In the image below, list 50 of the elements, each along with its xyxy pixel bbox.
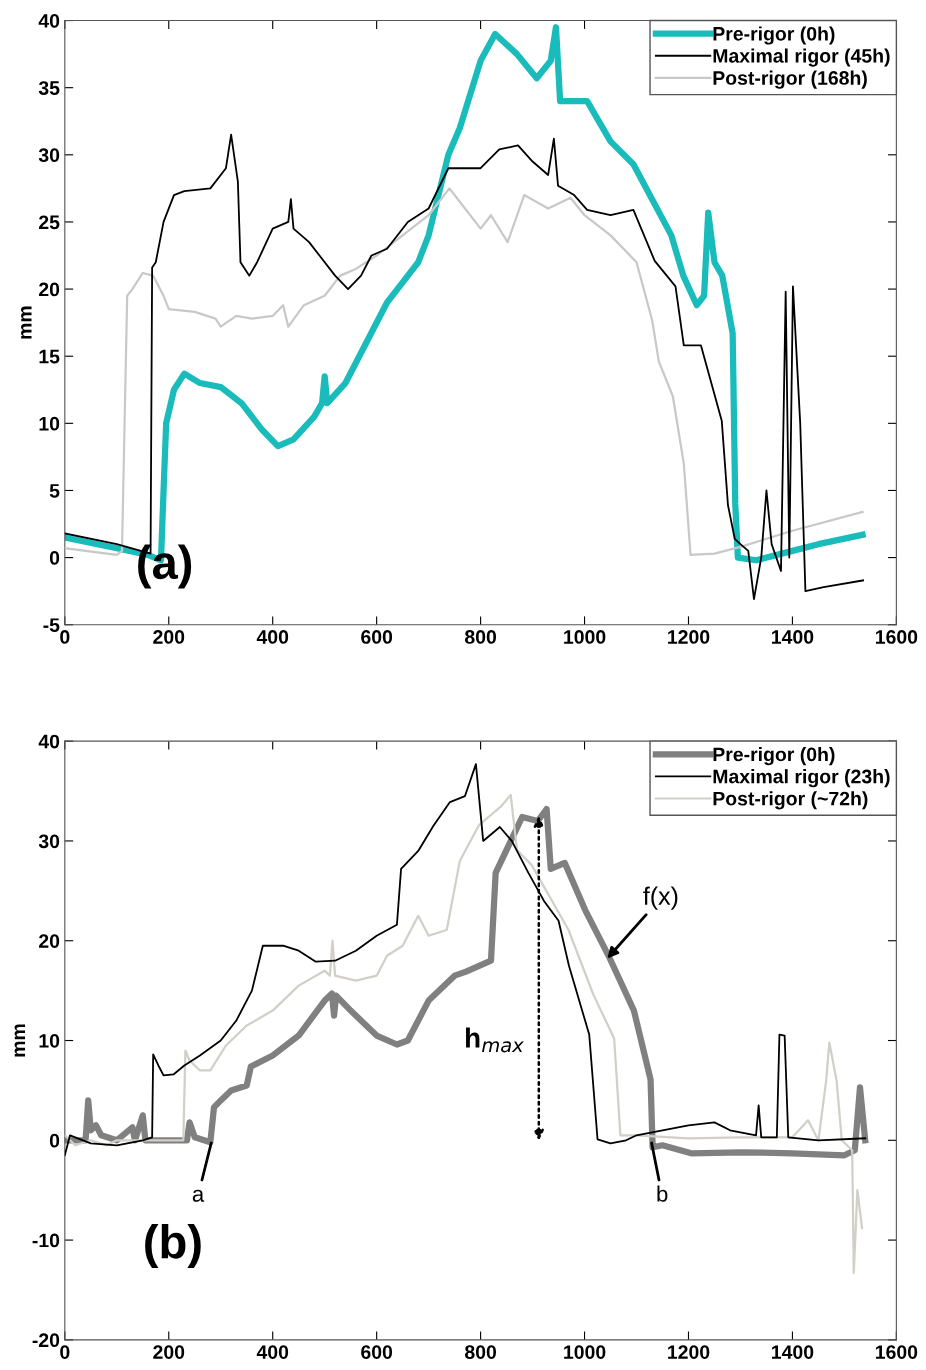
- y-tick-label: 40: [38, 14, 60, 28]
- x-tick-label: 1000: [564, 630, 606, 644]
- y-tick-label: 0: [49, 1133, 60, 1148]
- y-tick-label: -5: [43, 618, 60, 632]
- x-tick-label: 1200: [668, 630, 710, 644]
- x-tick-label: 200: [153, 630, 185, 644]
- y-tick-label: 35: [38, 81, 60, 95]
- x-tick-label: 200: [153, 1345, 185, 1359]
- annotation: f(x): [643, 886, 678, 910]
- x-tick-label: 400: [256, 630, 289, 644]
- x-tick-label: 600: [361, 630, 393, 644]
- legend-label: Maximal rigor (45h): [713, 48, 890, 67]
- x-tick-label: 800: [464, 1345, 497, 1359]
- y-tick-label: 40: [38, 734, 60, 749]
- y-tick-label: 0: [49, 551, 60, 565]
- x-tick-label: 1600: [875, 1345, 918, 1359]
- x-tick-label: 1600: [875, 630, 918, 644]
- y-tick-label: -20: [32, 1333, 60, 1348]
- y-tick-label: -10: [32, 1233, 60, 1248]
- annotation: (a): [138, 544, 192, 589]
- x-tick-label: 800: [464, 630, 497, 644]
- x-tick-label: 400: [256, 1345, 289, 1359]
- annotation: (b): [145, 1224, 201, 1269]
- y-tick-label: 15: [39, 349, 60, 364]
- x-tick-label: 0: [60, 1345, 70, 1359]
- annotation: a: [192, 1189, 205, 1202]
- y-tick-label: 20: [39, 934, 60, 948]
- x-tick-label: 0: [60, 630, 70, 644]
- annotation: b: [657, 1185, 668, 1202]
- legend-label: Maximal rigor (23h): [713, 769, 890, 788]
- x-tick-label: 1400: [772, 1345, 814, 1359]
- line-series: [64, 133, 865, 601]
- y-axis-title: mm: [14, 1024, 26, 1057]
- y-axis-title: mm: [21, 306, 32, 339]
- y-tick-label: 10: [39, 1033, 60, 1048]
- y-tick-label: 25: [39, 215, 60, 230]
- x-tick-label: 600: [361, 1345, 393, 1359]
- x-tick-label: 1000: [564, 1345, 606, 1359]
- legend-label: Pre-rigor (0h): [713, 26, 835, 45]
- annotation: h$_{max}$: [466, 1027, 524, 1053]
- y-tick-label: 5: [49, 484, 60, 498]
- y-tick-label: 30: [38, 148, 60, 163]
- legend-label: Post-rigor (~72h): [713, 791, 868, 810]
- x-tick-label: 1400: [772, 630, 814, 644]
- legend-label: Post-rigor (168h): [713, 70, 867, 89]
- y-tick-label: 30: [38, 834, 60, 849]
- x-tick-label: 1200: [668, 1345, 710, 1359]
- y-tick-label: 10: [39, 416, 60, 431]
- y-tick-label: 20: [39, 282, 60, 297]
- legend-label: Pre-rigor (0h): [713, 747, 835, 766]
